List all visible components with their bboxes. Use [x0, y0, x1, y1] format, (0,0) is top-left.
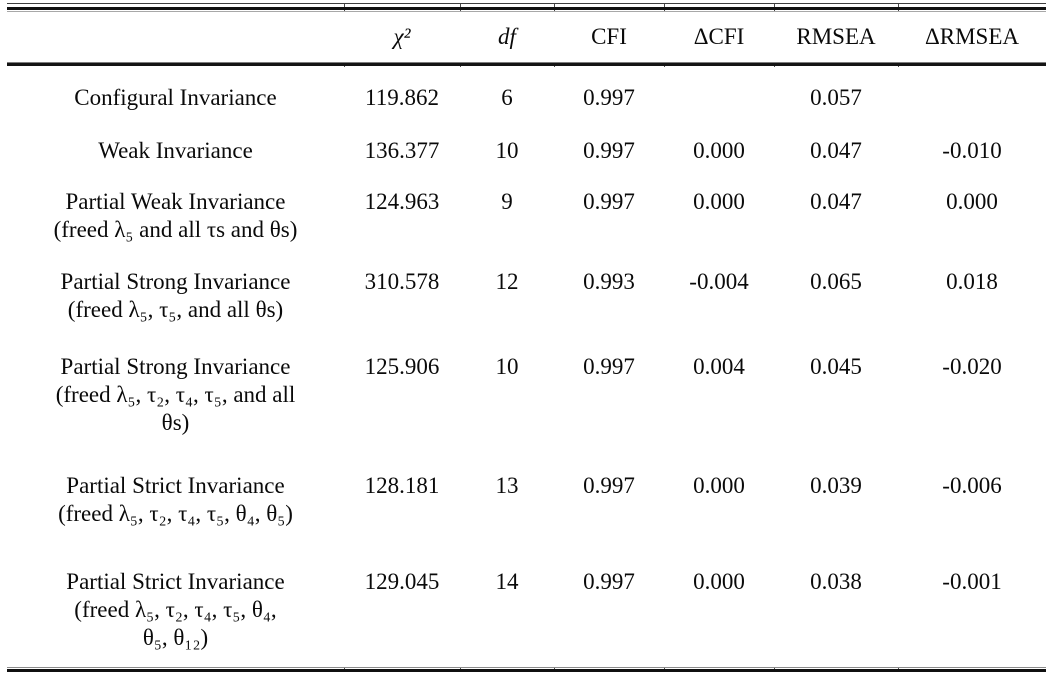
df-value: 6: [501, 85, 513, 110]
table-bottom-rule: [7, 667, 1046, 672]
df-value: 12: [495, 269, 519, 294]
chi-square-value: 129.045: [364, 569, 440, 594]
rmsea-value: 0.045: [810, 354, 862, 379]
invariance-fit-table: χ² df CFI ΔCFI RMSEA ΔRMSEA Configural I…: [7, 0, 1046, 672]
delta-cfi-value: 0.000: [693, 189, 745, 214]
table-row-partial-strong-invariance-1: Partial Strong Invariance (freed λ₅, τ₅,…: [7, 268, 1046, 324]
cfi-value: 0.997: [583, 473, 635, 498]
rmsea-value: 0.047: [810, 189, 862, 214]
chi-square-value: 128.181: [364, 473, 440, 498]
cfi-value: 0.993: [583, 269, 635, 294]
model-cell: Partial Strict Invariance (freed λ₅, τ₂,…: [7, 472, 344, 528]
delta-rmsea-value: -0.001: [942, 569, 1002, 594]
delta-rmsea-value: -0.010: [942, 138, 1002, 163]
chi-square-value: 136.377: [364, 138, 440, 163]
delta-cfi-value: 0.000: [693, 138, 745, 163]
cfi-value: 0.997: [583, 85, 635, 110]
header-delta-cfi: ΔCFI: [693, 24, 745, 49]
chi-square-value: 310.578: [364, 269, 440, 294]
df-value: 14: [495, 569, 519, 594]
model-name: Partial Strict Invariance: [66, 473, 285, 498]
table-header-row: χ² df CFI ΔCFI RMSEA ΔRMSEA: [7, 12, 1046, 62]
delta-cfi-value: -0.004: [689, 269, 749, 294]
cfi-value: 0.997: [583, 569, 635, 594]
chi-square-value: 119.862: [365, 85, 439, 110]
delta-rmsea-value: -0.020: [942, 354, 1002, 379]
rmsea-value: 0.057: [810, 85, 862, 110]
table-row-configural-invariance: Configural Invariance 119.862 6 0.997 0.…: [7, 84, 1046, 112]
delta-rmsea-value: -0.006: [942, 473, 1002, 498]
cfi-value: 0.997: [583, 138, 635, 163]
model-note: (freed λ₅, τ₂, τ₄, τ₅, and all θs): [55, 382, 296, 435]
model-cell: Weak Invariance: [7, 137, 344, 165]
table-row-partial-strict-invariance-2: Partial Strict Invariance (freed λ₅, τ₂,…: [7, 568, 1046, 652]
model-name: Partial Weak Invariance: [65, 189, 286, 214]
model-name: Configural Invariance: [74, 85, 277, 110]
rmsea-value: 0.065: [810, 269, 862, 294]
header-cfi: CFI: [591, 24, 627, 49]
delta-rmsea-value: 0.018: [946, 269, 998, 294]
model-name: Partial Strong Invariance: [60, 354, 291, 379]
cfi-value: 0.997: [583, 189, 635, 214]
rmsea-value: 0.039: [810, 473, 862, 498]
header-df: df: [498, 24, 516, 49]
model-name: Partial Strong Invariance: [60, 269, 291, 294]
model-note: (freed λ₅ and all τs and θs): [53, 217, 298, 242]
model-note: (freed λ₅, τ₂, τ₄, τ₅, θ₄, θ₅, θ₁₂): [74, 597, 277, 650]
delta-cfi-value: 0.000: [693, 569, 745, 594]
model-name: Weak Invariance: [98, 138, 253, 163]
df-value: 10: [495, 138, 519, 163]
table-top-rule: [7, 3, 1046, 12]
table-row-partial-strict-invariance-1: Partial Strict Invariance (freed λ₅, τ₂,…: [7, 472, 1046, 528]
df-value: 9: [501, 189, 513, 214]
model-cell: Configural Invariance: [7, 84, 344, 112]
model-note: (freed λ₅, τ₅, and all θs): [67, 297, 284, 322]
rmsea-value: 0.047: [810, 138, 862, 163]
chi-square-value: 125.906: [364, 354, 440, 379]
model-cell: Partial Weak Invariance (freed λ₅ and al…: [7, 188, 344, 244]
header-rmsea: RMSEA: [796, 24, 876, 49]
table-header-rule: [7, 62, 1046, 67]
delta-rmsea-value: 0.000: [946, 189, 998, 214]
table-row-partial-weak-invariance: Partial Weak Invariance (freed λ₅ and al…: [7, 188, 1046, 244]
header-delta-rmsea: ΔRMSEA: [924, 24, 1020, 49]
model-name: Partial Strict Invariance: [66, 569, 285, 594]
model-cell: Partial Strict Invariance (freed λ₅, τ₂,…: [7, 568, 344, 652]
cfi-value: 0.997: [583, 354, 635, 379]
rmsea-value: 0.038: [810, 569, 862, 594]
header-chi-square: χ²: [393, 24, 411, 49]
table-row-partial-strong-invariance-2: Partial Strong Invariance (freed λ₅, τ₂,…: [7, 353, 1046, 437]
delta-cfi-value: 0.004: [693, 354, 745, 379]
table-row-weak-invariance: Weak Invariance 136.377 10 0.997 0.000 0…: [7, 137, 1046, 165]
model-cell: Partial Strong Invariance (freed λ₅, τ₅,…: [7, 268, 344, 324]
df-value: 13: [495, 473, 519, 498]
model-cell: Partial Strong Invariance (freed λ₅, τ₂,…: [7, 353, 344, 437]
delta-cfi-value: 0.000: [693, 473, 745, 498]
model-note: (freed λ₅, τ₂, τ₄, τ₅, θ₄, θ₅): [58, 501, 293, 526]
df-value: 10: [495, 354, 519, 379]
chi-square-value: 124.963: [364, 189, 440, 214]
